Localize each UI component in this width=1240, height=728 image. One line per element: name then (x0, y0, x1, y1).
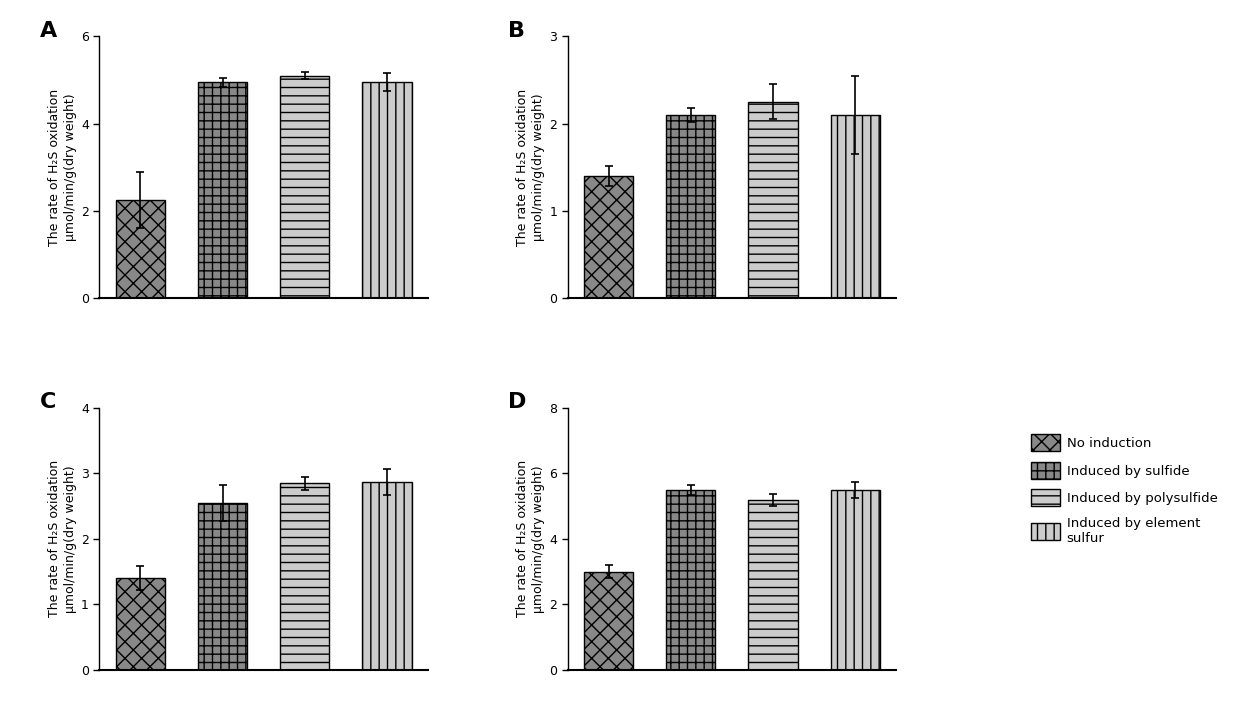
Bar (666, 490, 715, 670)
Bar (362, 82, 412, 298)
Text: A: A (40, 20, 57, 41)
Bar (831, 490, 880, 670)
Bar (280, 76, 330, 298)
Bar (115, 200, 165, 298)
Y-axis label: The rate of H₂S oxidation
μmol/min/g(dry weight): The rate of H₂S oxidation μmol/min/g(dry… (516, 89, 544, 246)
Bar (362, 482, 412, 670)
Bar (831, 115, 880, 298)
Bar (584, 571, 634, 670)
Bar (198, 82, 247, 298)
Y-axis label: The rate of H₂S oxidation
μmol/min/g(dry weight): The rate of H₂S oxidation μmol/min/g(dry… (47, 89, 77, 246)
Text: C: C (40, 392, 56, 412)
Legend: No induction, Induced by sulfide, Induced by polysulfide, Induced by element
sul: No induction, Induced by sulfide, Induce… (1024, 428, 1224, 551)
Bar (280, 483, 330, 670)
Text: B: B (508, 20, 526, 41)
Bar (198, 503, 247, 670)
Bar (749, 102, 797, 298)
Bar (115, 578, 165, 670)
Y-axis label: The rate of H₂S oxidation
μmol/min/g(dry weight): The rate of H₂S oxidation μmol/min/g(dry… (516, 460, 544, 617)
Bar (749, 499, 797, 670)
Bar (666, 115, 715, 298)
Bar (584, 176, 634, 298)
Y-axis label: The rate of H₂S oxidation
μmol/min/g(dry weight): The rate of H₂S oxidation μmol/min/g(dry… (47, 460, 77, 617)
Text: D: D (508, 392, 527, 412)
